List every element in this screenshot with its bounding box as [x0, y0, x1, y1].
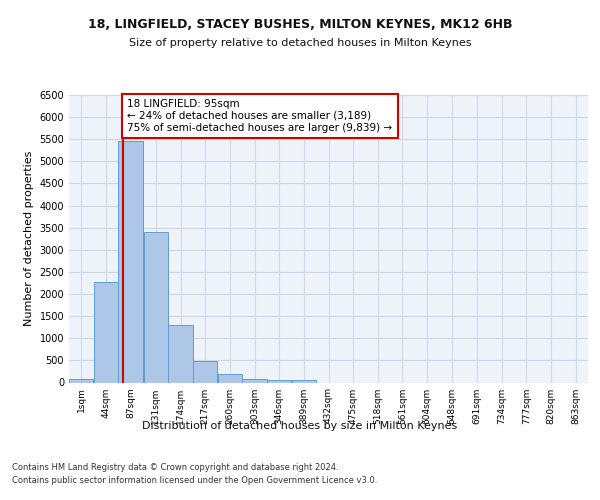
Text: Size of property relative to detached houses in Milton Keynes: Size of property relative to detached ho… — [129, 38, 471, 48]
Text: Contains public sector information licensed under the Open Government Licence v3: Contains public sector information licen… — [12, 476, 377, 485]
Bar — [168, 324, 193, 382]
Bar — [242, 378, 266, 382]
Bar — [193, 361, 217, 382]
Bar — [118, 142, 143, 382]
Text: 18 LINGFIELD: 95sqm
← 24% of detached houses are smaller (3,189)
75% of semi-det: 18 LINGFIELD: 95sqm ← 24% of detached ho… — [127, 100, 392, 132]
Text: Distribution of detached houses by size in Milton Keynes: Distribution of detached houses by size … — [142, 421, 458, 431]
Text: 18, LINGFIELD, STACEY BUSHES, MILTON KEYNES, MK12 6HB: 18, LINGFIELD, STACEY BUSHES, MILTON KEY… — [88, 18, 512, 30]
Bar — [218, 374, 242, 382]
Bar — [69, 380, 94, 382]
Bar — [143, 232, 168, 382]
Bar — [94, 282, 118, 382]
Bar — [267, 380, 291, 382]
Text: Contains HM Land Registry data © Crown copyright and database right 2024.: Contains HM Land Registry data © Crown c… — [12, 462, 338, 471]
Bar — [292, 380, 316, 382]
Y-axis label: Number of detached properties: Number of detached properties — [24, 151, 34, 326]
